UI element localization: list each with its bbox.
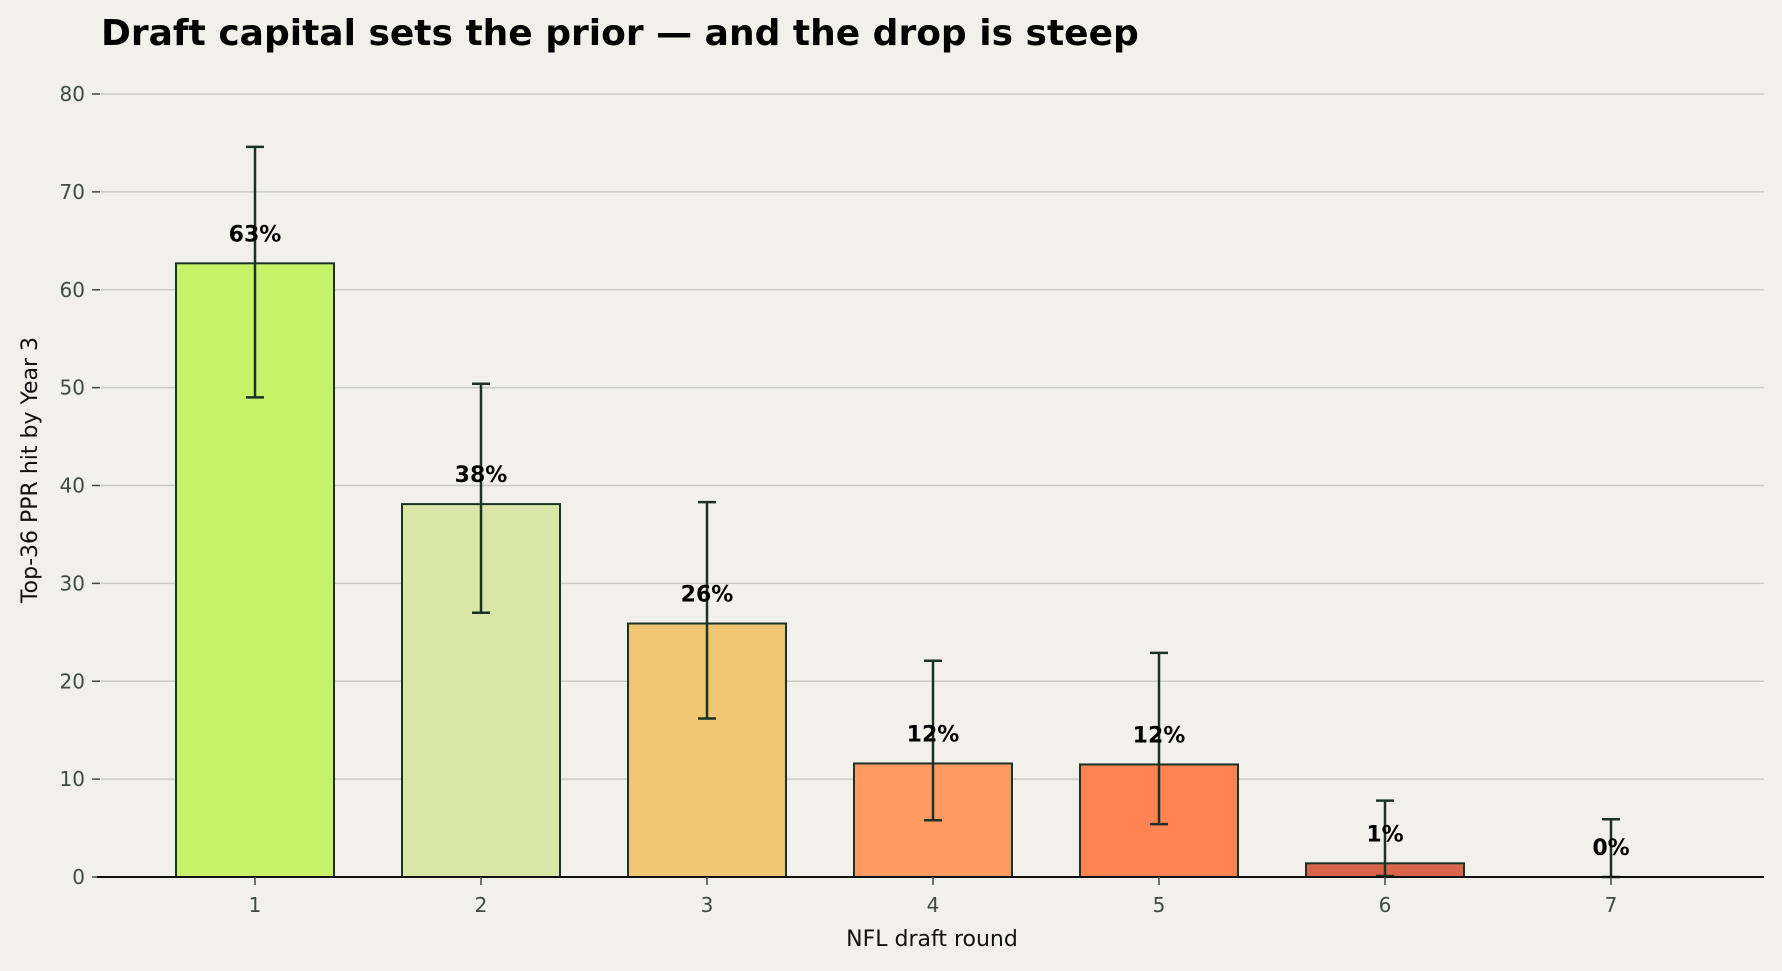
y-tick-label: 0 — [72, 865, 85, 889]
y-tick-label: 50 — [60, 376, 85, 400]
data-label-round-2: 38% — [455, 463, 508, 488]
x-tick-label: 6 — [1379, 893, 1392, 917]
x-tick-label: 1 — [249, 893, 262, 917]
data-label-round-3: 26% — [681, 583, 734, 608]
data-labels: 63% 38% 26% 12% 12% 1% 0% — [229, 222, 1630, 861]
x-tick-label: 7 — [1605, 893, 1618, 917]
y-tick-label: 20 — [60, 669, 85, 693]
x-axis-label: NFL draft round — [846, 927, 1018, 952]
y-tick-label: 80 — [60, 82, 85, 106]
data-label-round-5: 12% — [1133, 723, 1186, 748]
x-tick-label: 4 — [927, 893, 940, 917]
data-label-round-1: 63% — [229, 222, 282, 247]
axes: 0 10 20 30 40 50 60 70 80 1 2 3 4 5 6 7 — [60, 82, 1764, 917]
y-tick-label: 10 — [60, 767, 85, 791]
y-tick-label: 40 — [60, 474, 85, 498]
y-axis-label: Top-36 PPR hit by Year 3 — [18, 337, 43, 604]
grid-lines — [101, 93, 1764, 780]
x-tick-label: 2 — [475, 893, 488, 917]
chart-title: Draft capital sets the prior — and the d… — [101, 13, 1139, 54]
y-tick-label: 30 — [60, 571, 85, 595]
data-label-round-7: 0% — [1592, 836, 1629, 861]
y-tick-label: 60 — [60, 278, 85, 302]
data-label-round-6: 1% — [1366, 822, 1403, 847]
data-label-round-4: 12% — [907, 722, 960, 747]
bars — [175, 262, 1465, 879]
y-tick-label: 70 — [60, 180, 85, 204]
x-tick-label: 5 — [1153, 893, 1166, 917]
x-tick-label: 3 — [701, 893, 714, 917]
